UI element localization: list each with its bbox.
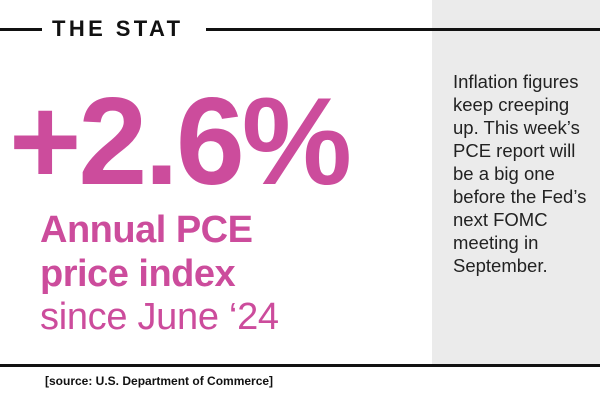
stat-label-line-1: Annual PCE: [40, 209, 253, 251]
header-rule-left: [0, 28, 42, 31]
stat-label-line-2: price index: [40, 253, 236, 295]
source-citation: [source: U.S. Department of Commerce]: [45, 374, 274, 388]
blurb-text: Inflation figures keep creeping up. This…: [453, 71, 587, 276]
header-rule-right: [206, 28, 600, 31]
stat-label-line-3: since June ‘24: [40, 296, 279, 338]
footer-rule: [0, 364, 600, 367]
stat-value: +2.6%: [9, 73, 352, 211]
section-title: THE STAT: [52, 16, 184, 41]
blurb-panel: [432, 0, 600, 366]
